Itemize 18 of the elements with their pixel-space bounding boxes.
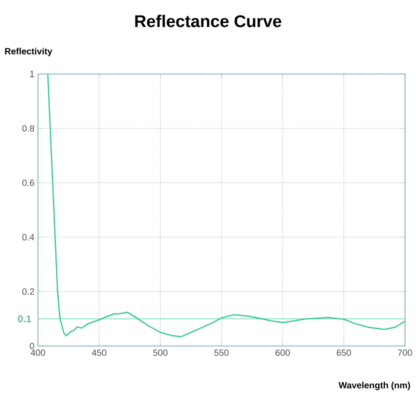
x-tick-label: 450 bbox=[92, 350, 106, 356]
y-tick-label: 1 bbox=[30, 70, 34, 78]
y-tick-label: 0.8 bbox=[22, 125, 34, 132]
ref-line-label: 0.1 bbox=[18, 315, 32, 322]
y-tick-label: 0.6 bbox=[22, 180, 34, 186]
x-tick-label: 500 bbox=[153, 350, 168, 356]
x-tick-label: 700 bbox=[398, 350, 412, 356]
x-axis-title: Wavelength (nm) bbox=[338, 382, 410, 390]
x-tick-label: 550 bbox=[214, 350, 229, 356]
line-series bbox=[47, 73, 406, 338]
chart-title: Reflectance Curve bbox=[135, 14, 282, 28]
y-tick-label: 0 bbox=[30, 342, 34, 350]
x-tick-label: 600 bbox=[276, 350, 290, 356]
y-axis-title: Reflectivity bbox=[5, 48, 52, 56]
x-tick-label: 650 bbox=[336, 350, 351, 356]
y-tick-label: 0.4 bbox=[22, 234, 34, 240]
x-tick-label: 400 bbox=[30, 350, 46, 356]
y-tick-label: 0.2 bbox=[22, 288, 34, 295]
